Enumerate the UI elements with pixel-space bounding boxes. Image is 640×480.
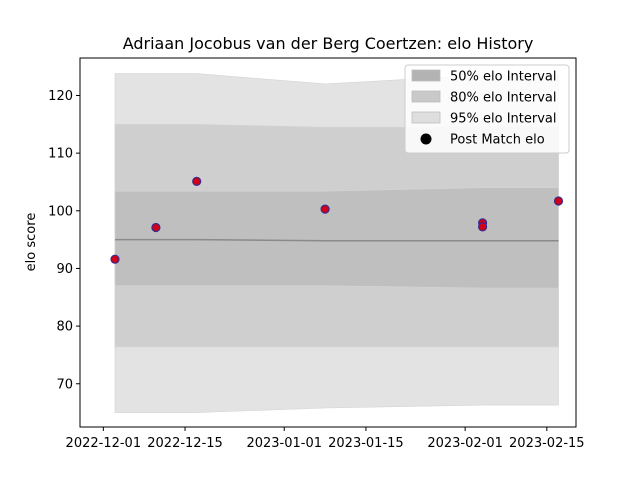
y-tick-label: 100 xyxy=(48,204,73,219)
x-tick-label: 2023-02-15 xyxy=(509,436,585,451)
data-point xyxy=(320,204,330,214)
legend-box xyxy=(404,64,570,154)
chart-title: Adriaan Jocobus van der Berg Coertzen: e… xyxy=(123,34,534,53)
data-point xyxy=(151,222,161,233)
legend-label: 95% elo Interval xyxy=(450,112,557,127)
axes-frame xyxy=(79,57,577,428)
x-tick-label: 2023-01-15 xyxy=(328,436,404,451)
y-tick-label: 70 xyxy=(56,377,73,392)
plot-area xyxy=(110,73,564,413)
legend-label: Post Match elo xyxy=(450,133,545,148)
y-tick-label: 80 xyxy=(56,320,73,335)
data-point xyxy=(110,254,120,264)
axis-ticks: 2022-12-01 2022-12-15 2023-01-01 2023-01-15… xyxy=(48,89,584,451)
y-tick-label: 110 xyxy=(48,147,73,162)
data-point xyxy=(478,222,488,232)
legend-marker xyxy=(420,133,432,145)
legend-swatch xyxy=(411,90,441,103)
y-tick-label: 90 xyxy=(56,262,73,277)
data-point xyxy=(553,196,564,206)
y-axis-label: elo score xyxy=(24,213,39,272)
legend-swatch xyxy=(411,69,441,82)
band-2 xyxy=(114,187,559,289)
x-tick-label: 2022-12-01 xyxy=(66,436,142,451)
x-tick-label: 2023-02-01 xyxy=(427,436,503,451)
mean-elo-line xyxy=(115,238,559,242)
x-tick-label: 2022-12-15 xyxy=(147,436,223,451)
legend-swatch xyxy=(411,111,441,124)
legend-label: 80% elo Interval xyxy=(450,91,557,106)
legend-label: 50% elo Interval xyxy=(450,70,557,85)
data-point xyxy=(192,176,202,186)
x-tick-label: 2023-01-01 xyxy=(246,436,322,451)
y-tick-label: 120 xyxy=(48,89,73,104)
legend: 50% elo Interval 80% elo Interval 95% elo … xyxy=(404,64,570,154)
